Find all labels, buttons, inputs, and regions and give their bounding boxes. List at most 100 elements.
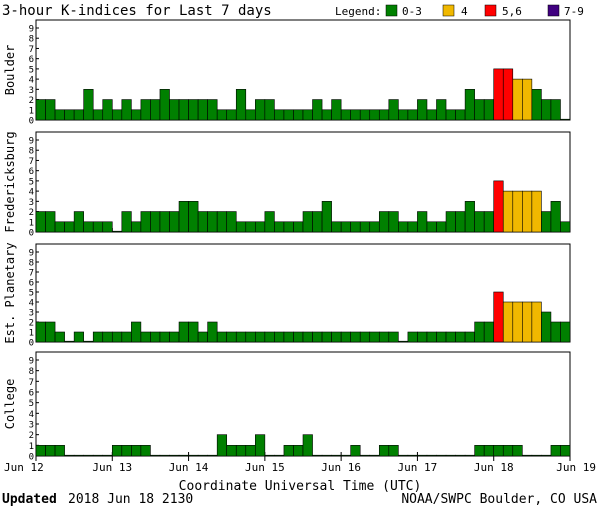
y-tick-label: 0 <box>29 229 34 239</box>
k-index-bar <box>140 445 151 457</box>
k-index-bar <box>493 291 504 343</box>
k-index-bar <box>255 331 266 343</box>
k-index-bar <box>264 331 275 343</box>
k-index-bar <box>541 99 552 121</box>
k-index-bar <box>340 454 351 457</box>
k-index-bar <box>388 331 399 343</box>
k-index-bar <box>188 321 199 343</box>
k-index-bar <box>464 89 475 121</box>
legend-swatch-0 <box>385 4 398 17</box>
k-index-bar <box>350 445 361 457</box>
k-index-bar <box>102 454 113 457</box>
k-index-bar <box>64 340 75 343</box>
k-index-bar <box>293 331 304 343</box>
x-tick-label: Jun 17 <box>398 461 438 474</box>
k-index-bar <box>150 99 161 121</box>
k-index-bar <box>111 230 123 233</box>
k-index-bar <box>188 454 199 457</box>
y-tick-label: 7 <box>29 157 34 167</box>
k-index-bar <box>178 321 189 343</box>
y-tick-label: 8 <box>29 35 34 45</box>
k-index-bar <box>493 180 504 233</box>
k-index-bar <box>512 78 523 121</box>
k-index-bar <box>264 99 275 121</box>
y-tick-label: 2 <box>29 431 34 441</box>
k-index-bar <box>245 331 256 343</box>
k-index-bar <box>92 109 104 121</box>
y-tick-label: 8 <box>29 367 34 377</box>
k-index-bar <box>64 454 75 457</box>
k-index-bar <box>445 109 456 121</box>
k-index-bar <box>293 445 304 457</box>
y-tick-label: 9 <box>29 137 34 147</box>
k-index-bar <box>121 99 132 121</box>
k-index-bar <box>150 331 161 343</box>
k-index-bar <box>54 331 65 343</box>
k-index-bar <box>512 190 523 233</box>
k-index-bar <box>407 109 418 121</box>
k-index-bar <box>111 445 123 457</box>
k-index-bar <box>359 221 371 233</box>
k-index-bar <box>235 89 247 121</box>
k-index-bar <box>121 445 132 457</box>
k-index-bar <box>73 331 84 343</box>
k-index-bar <box>197 211 208 233</box>
k-index-bar <box>159 211 170 233</box>
k-index-bar <box>436 331 447 343</box>
k-index-bar <box>255 99 266 121</box>
k-index-bar <box>140 211 151 233</box>
k-index-bar <box>293 109 304 121</box>
k-index-bar <box>83 340 94 343</box>
k-index-bar <box>464 201 475 233</box>
panel-label: Fredericksburg <box>3 131 17 232</box>
k-index-bar <box>378 109 390 121</box>
k-index-bar <box>331 221 342 233</box>
k-index-bar <box>436 99 447 121</box>
k-index-bar <box>455 454 466 457</box>
k-index-bar <box>274 221 285 233</box>
k-index-bar <box>188 99 199 121</box>
k-index-bar <box>207 99 218 121</box>
k-index-bar <box>216 211 228 233</box>
k-index-bar <box>131 445 142 457</box>
k-index-bar <box>359 454 371 457</box>
footer-updated-label: Updated <box>2 492 57 507</box>
k-index-bar <box>245 445 256 457</box>
x-tick-label: Jun 19 <box>556 461 596 474</box>
legend-swatch-3 <box>547 4 560 17</box>
k-index-bar <box>83 454 94 457</box>
k-index-bar <box>92 221 104 233</box>
k-index-bar <box>474 321 485 343</box>
k-index-bar <box>283 331 294 343</box>
k-index-bar <box>45 211 56 233</box>
y-tick-label: 0 <box>29 117 34 127</box>
k-index-bar <box>35 445 46 457</box>
k-index-bar <box>245 221 256 233</box>
k-index-bar <box>369 221 380 233</box>
k-index-bar <box>35 211 46 233</box>
panel-label: Est. Planetary <box>3 242 17 343</box>
x-axis: Jun 12 Jun 13 Jun 14 Jun 15 Jun 16 Jun 17 Jun … <box>4 456 596 474</box>
x-tick-label: Jun 18 <box>474 461 514 474</box>
legend-title: Legend: <box>335 5 381 18</box>
legend-swatch-1 <box>442 4 455 17</box>
k-index-bar <box>378 211 390 233</box>
x-tick-label: Jun 13 <box>92 461 132 474</box>
legend-label-3: 7-9 <box>564 5 584 18</box>
k-index-bar <box>445 211 456 233</box>
k-index-bar <box>64 221 75 233</box>
k-index-bar <box>35 321 46 343</box>
k-index-bar <box>502 190 514 233</box>
k-index-bar <box>398 109 409 121</box>
k-index-bar <box>502 68 514 121</box>
k-index-bar <box>398 340 409 343</box>
k-index-bar <box>283 445 294 457</box>
k-index-bar <box>264 454 275 457</box>
k-index-bar <box>531 301 542 343</box>
k-index-bar <box>207 454 218 457</box>
k-index-bar <box>350 109 361 121</box>
y-tick-label: 3 <box>29 86 34 96</box>
k-index-bar <box>369 331 380 343</box>
